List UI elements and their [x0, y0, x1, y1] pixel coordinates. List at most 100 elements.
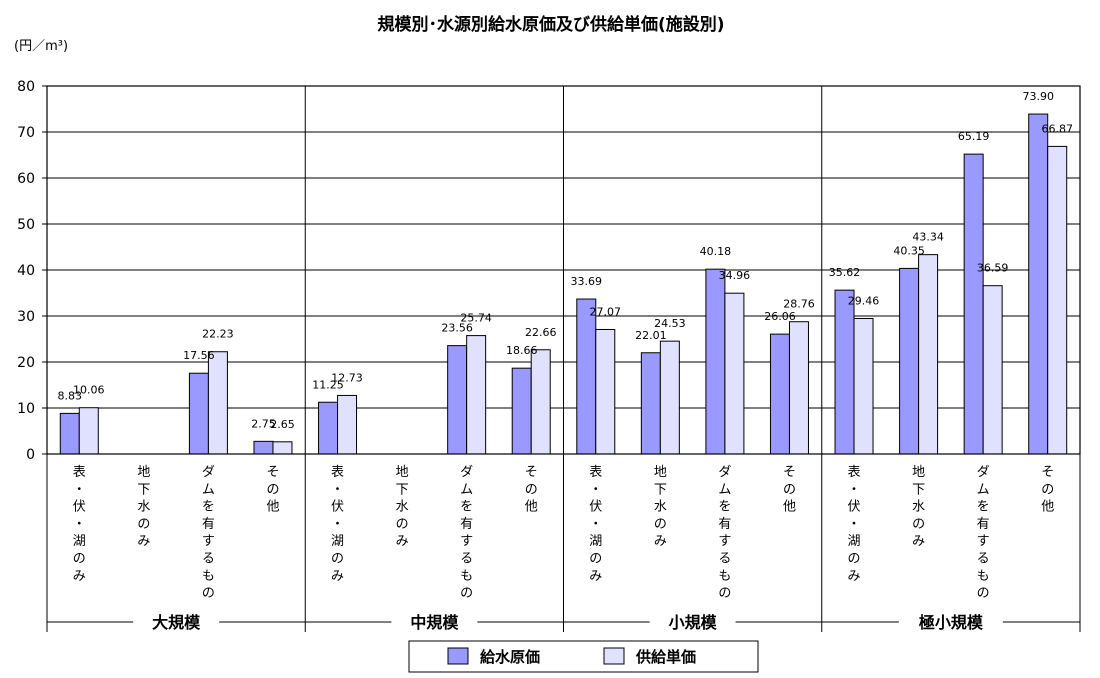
data-label: 34.96 [719, 269, 751, 282]
bar-kyokyu-tanka [337, 394, 358, 455]
category-label-char: 水 [396, 500, 409, 515]
group-label: 小規模 [669, 613, 718, 632]
data-label: 11.25 [312, 378, 344, 391]
data-label: 2.75 [251, 417, 276, 430]
bar-kyokyu-tanka [78, 407, 99, 455]
category-label-char: の [654, 517, 667, 532]
bar-kyusui-genka [576, 298, 597, 455]
category-label-char: 伏 [331, 500, 344, 515]
data-label: 24.53 [654, 317, 686, 330]
bar-kyusui-genka [59, 412, 80, 455]
category-label-char: 他 [525, 500, 538, 515]
bar-kyokyu-tanka [466, 335, 487, 455]
data-label: 43.34 [912, 231, 944, 244]
data-label: 18.66 [506, 344, 538, 357]
y-unit-label: (円／m³) [14, 39, 68, 54]
data-label: 2.65 [270, 418, 295, 431]
group-label: 大規模 [152, 613, 201, 632]
category-label-char: 他 [266, 500, 279, 515]
category-label-char: ム [460, 482, 473, 497]
y-tick-label: 60 [17, 171, 35, 187]
category-label-char: 下 [654, 482, 667, 497]
category-label-char: 他 [783, 500, 796, 515]
category-label-char: の [912, 517, 925, 532]
category-label-char: 表 [848, 465, 861, 480]
category-label-char: ム [977, 482, 990, 497]
data-label: 26.06 [764, 310, 796, 323]
data-label: 33.69 [571, 275, 603, 288]
category-label-char: の [266, 482, 279, 497]
category-label-char: 有 [977, 517, 990, 532]
category-label-char: を [202, 500, 215, 515]
category-label-char: 水 [137, 500, 150, 515]
category-label-char: の [202, 586, 215, 601]
category-label-char: 他 [1041, 500, 1054, 515]
legend-swatch-kyusui-genka [447, 647, 469, 665]
data-label: 27.07 [590, 305, 622, 318]
category-label-char: 地 [912, 465, 925, 480]
category-label-char: ・ [331, 482, 344, 497]
category-label-char: ダ [460, 465, 473, 480]
y-tick-label: 80 [17, 79, 35, 95]
category-label-char: ・ [848, 482, 861, 497]
category-label-char: 伏 [848, 500, 861, 515]
bar-kyokyu-tanka [659, 340, 680, 455]
y-tick-label: 30 [17, 309, 35, 325]
category-label-char: み [589, 569, 602, 584]
y-tick-label: 10 [17, 401, 35, 417]
category-label-char: 有 [202, 517, 215, 532]
category-label-char: ・ [331, 517, 344, 532]
data-label: 23.56 [441, 322, 473, 335]
category-label-char: る [202, 552, 215, 567]
bar-kyusui-genka [834, 289, 855, 455]
bar-kyusui-genka [253, 440, 274, 455]
category-label-char: の [525, 482, 538, 497]
y-tick-label: 50 [17, 217, 35, 233]
category-label-char: 表 [331, 465, 344, 480]
bar-kyusui-genka [640, 352, 661, 455]
category-label-char: も [202, 569, 215, 584]
category-label-char: そ [1041, 465, 1054, 480]
bar-kyokyu-tanka [595, 328, 616, 455]
category-label-char: の [589, 552, 602, 567]
bar-kyokyu-tanka [207, 351, 228, 455]
category-label-char: ・ [589, 482, 602, 497]
category-label-char: 地 [654, 465, 667, 480]
category-label-char: の [783, 482, 796, 497]
bar-kyokyu-tanka [982, 285, 1003, 455]
category-label-char: そ [783, 465, 796, 480]
bar-kyusui-genka [447, 345, 468, 455]
bar-kyokyu-tanka [918, 254, 939, 455]
category-label-char: を [718, 500, 731, 515]
group-label: 中規模 [410, 613, 459, 632]
data-label: 29.46 [848, 294, 880, 307]
data-label: 12.73 [331, 371, 363, 384]
category-label-char: 伏 [73, 500, 86, 515]
bars [59, 113, 1068, 455]
category-label-char: み [396, 534, 409, 549]
data-label: 25.74 [460, 312, 492, 325]
category-label-char: の [137, 517, 150, 532]
data-label: 22.01 [635, 329, 667, 342]
category-label-char: ム [202, 482, 215, 497]
legend-label-kyokyu-tanka: 供給単価 [635, 648, 696, 666]
category-label-char: 下 [912, 482, 925, 497]
data-label: 40.18 [700, 245, 732, 258]
category-label-char: る [718, 552, 731, 567]
category-label-char: み [73, 569, 86, 584]
category-label-char: そ [266, 465, 279, 480]
category-label-char: の [848, 552, 861, 567]
bar-kyusui-genka [899, 267, 920, 455]
data-label: 22.66 [525, 326, 557, 339]
category-label-char: 水 [654, 500, 667, 515]
category-label-char: 湖 [73, 534, 86, 549]
data-label: 73.90 [1022, 90, 1054, 103]
bar-kyusui-genka [511, 367, 532, 455]
category-label-char: の [396, 517, 409, 532]
bar-kyusui-genka [188, 372, 209, 455]
bar-kyokyu-tanka [272, 441, 293, 455]
y-tick-label: 0 [26, 447, 35, 463]
category-label-char: の [977, 586, 990, 601]
